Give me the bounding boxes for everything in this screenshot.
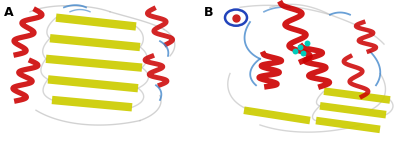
Text: B: B [204,6,214,19]
Point [300,52,306,54]
Point [304,41,310,44]
Point [292,50,298,53]
Text: A: A [4,6,14,19]
Point [297,46,303,48]
